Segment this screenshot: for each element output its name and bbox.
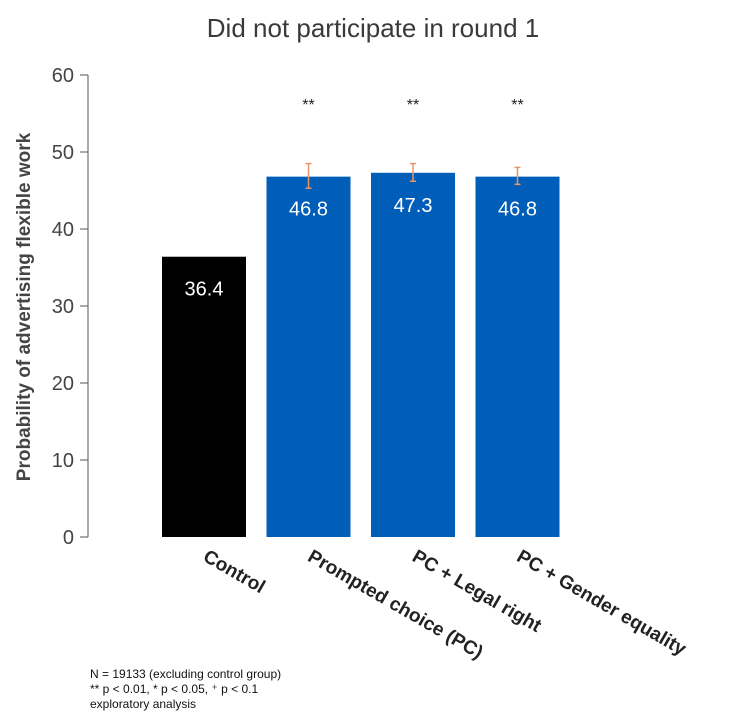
y-tick-label: 50 xyxy=(52,142,74,164)
significance-marker: ** xyxy=(302,97,314,114)
bar xyxy=(266,176,351,537)
data-label: 46.8 xyxy=(289,199,328,221)
x-axis-tick-labels: Control Prompted choice (PC)PC + Legal ri… xyxy=(200,546,690,663)
significance-marker: ** xyxy=(511,97,523,114)
data-label: 47.3 xyxy=(394,195,433,217)
y-tick-label: 60 xyxy=(52,65,74,87)
significance-marker: ** xyxy=(407,97,419,114)
y-tick-label: 20 xyxy=(52,373,74,395)
bars: 36.4 46.8 ** 47.3 ** 46.8 ** xyxy=(162,97,560,538)
chart-notes: N = 19133 (excluding control group) ** p… xyxy=(90,667,281,712)
note-analysis-type: exploratory analysis xyxy=(90,697,197,711)
bar xyxy=(475,176,560,537)
y-tick-label: 40 xyxy=(52,219,74,241)
y-tick-label: 30 xyxy=(52,296,74,318)
data-label: 46.8 xyxy=(498,199,537,221)
bar xyxy=(371,172,455,538)
y-axis-ticks: 0 10 20 30 40 50 60 xyxy=(52,65,88,549)
note-significance: ** p < 0.01, * p < 0.05, ⁺ p < 0.1 xyxy=(90,682,259,696)
y-axis-label: Probability of advertising flexible work xyxy=(14,132,35,481)
x-tick-label: Prompted choice (PC) xyxy=(304,546,486,663)
chart-title: Did not participate in round 1 xyxy=(207,13,539,43)
bar xyxy=(162,256,246,537)
y-tick-label: 0 xyxy=(63,527,74,549)
data-label: 36.4 xyxy=(185,279,224,301)
y-tick-label: 10 xyxy=(52,450,74,472)
note-sample-size: N = 19133 (excluding control group) xyxy=(90,667,282,681)
x-tick-label: Control xyxy=(200,546,269,598)
x-tick-label: PC + Gender equality xyxy=(513,546,690,660)
